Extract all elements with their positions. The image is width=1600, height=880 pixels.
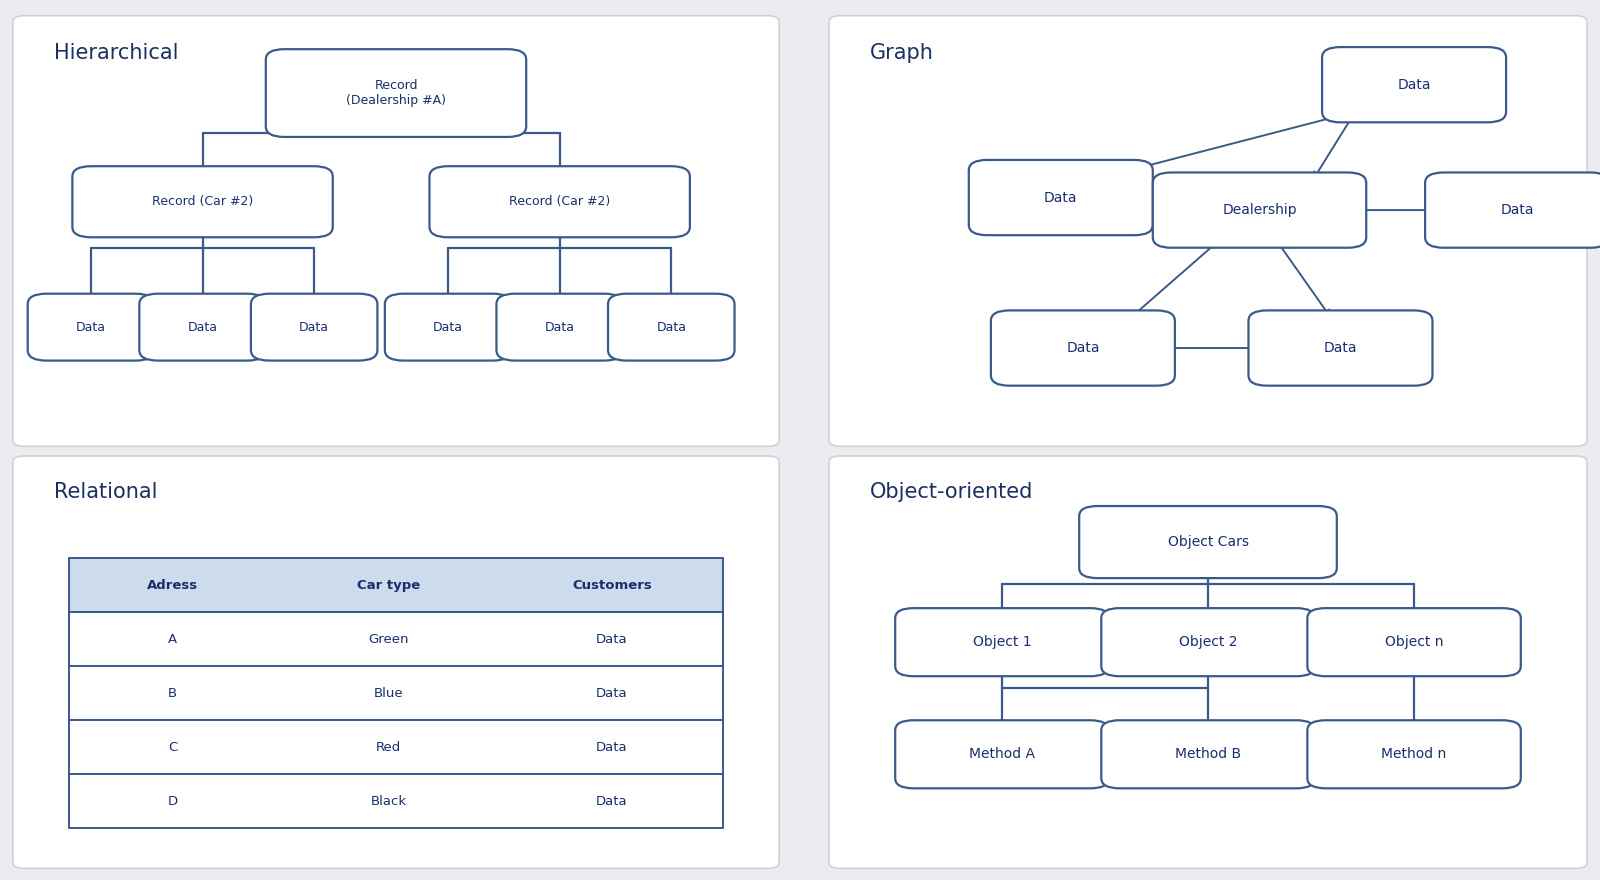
FancyBboxPatch shape bbox=[13, 16, 779, 446]
FancyBboxPatch shape bbox=[1248, 311, 1432, 385]
Text: Data: Data bbox=[1397, 77, 1430, 92]
Text: Hierarchical: Hierarchical bbox=[54, 43, 178, 62]
Text: Data: Data bbox=[434, 320, 462, 334]
FancyBboxPatch shape bbox=[1307, 608, 1522, 676]
Text: Customers: Customers bbox=[571, 579, 651, 591]
FancyBboxPatch shape bbox=[72, 166, 333, 238]
FancyBboxPatch shape bbox=[69, 612, 723, 666]
Text: Data: Data bbox=[595, 741, 627, 754]
FancyBboxPatch shape bbox=[1101, 720, 1315, 788]
FancyBboxPatch shape bbox=[608, 294, 734, 361]
FancyBboxPatch shape bbox=[13, 456, 779, 869]
Text: Data: Data bbox=[595, 633, 627, 646]
Text: Data: Data bbox=[75, 320, 106, 334]
Text: Dealership: Dealership bbox=[1222, 203, 1298, 217]
Text: Object Cars: Object Cars bbox=[1168, 535, 1248, 549]
Text: Object-oriented: Object-oriented bbox=[869, 482, 1034, 502]
Text: D: D bbox=[168, 795, 178, 808]
FancyBboxPatch shape bbox=[1078, 506, 1338, 578]
Text: Object n: Object n bbox=[1386, 635, 1443, 649]
Text: Data: Data bbox=[299, 320, 330, 334]
Text: Data: Data bbox=[1501, 203, 1534, 217]
FancyBboxPatch shape bbox=[896, 720, 1109, 788]
Text: C: C bbox=[168, 741, 178, 754]
FancyBboxPatch shape bbox=[896, 608, 1109, 676]
Text: Graph: Graph bbox=[869, 43, 933, 62]
Text: Object 2: Object 2 bbox=[1179, 635, 1237, 649]
FancyBboxPatch shape bbox=[1101, 608, 1315, 676]
FancyBboxPatch shape bbox=[266, 49, 526, 137]
FancyBboxPatch shape bbox=[829, 16, 1587, 446]
FancyBboxPatch shape bbox=[251, 294, 378, 361]
Text: Data: Data bbox=[595, 795, 627, 808]
Text: Record (Car #2): Record (Car #2) bbox=[509, 195, 610, 209]
FancyBboxPatch shape bbox=[69, 774, 723, 828]
Text: Method A: Method A bbox=[970, 747, 1035, 761]
FancyBboxPatch shape bbox=[970, 160, 1154, 235]
Text: Data: Data bbox=[1045, 191, 1077, 204]
FancyBboxPatch shape bbox=[829, 456, 1587, 869]
Text: Method n: Method n bbox=[1381, 747, 1446, 761]
Text: Black: Black bbox=[371, 795, 406, 808]
Text: Record
(Dealership #A): Record (Dealership #A) bbox=[346, 79, 446, 107]
Text: Relational: Relational bbox=[54, 482, 157, 502]
FancyBboxPatch shape bbox=[1154, 172, 1366, 248]
FancyBboxPatch shape bbox=[1307, 720, 1522, 788]
FancyBboxPatch shape bbox=[990, 311, 1174, 385]
Text: Record (Car #2): Record (Car #2) bbox=[152, 195, 253, 209]
Text: B: B bbox=[168, 686, 178, 700]
FancyBboxPatch shape bbox=[1426, 172, 1600, 248]
Text: Blue: Blue bbox=[374, 686, 403, 700]
Text: Data: Data bbox=[1323, 341, 1357, 355]
Text: Data: Data bbox=[187, 320, 218, 334]
FancyBboxPatch shape bbox=[386, 294, 512, 361]
Text: Data: Data bbox=[544, 320, 574, 334]
Text: Data: Data bbox=[595, 686, 627, 700]
Text: Red: Red bbox=[376, 741, 402, 754]
Text: Green: Green bbox=[368, 633, 410, 646]
FancyBboxPatch shape bbox=[429, 166, 690, 238]
FancyBboxPatch shape bbox=[496, 294, 622, 361]
FancyBboxPatch shape bbox=[69, 720, 723, 774]
Text: A: A bbox=[168, 633, 178, 646]
FancyBboxPatch shape bbox=[69, 558, 723, 612]
FancyBboxPatch shape bbox=[69, 666, 723, 720]
Text: Car type: Car type bbox=[357, 579, 421, 591]
Text: Method B: Method B bbox=[1174, 747, 1242, 761]
Text: Adress: Adress bbox=[147, 579, 198, 591]
Text: Data: Data bbox=[1066, 341, 1099, 355]
Text: Data: Data bbox=[656, 320, 686, 334]
Text: Object 1: Object 1 bbox=[973, 635, 1032, 649]
FancyBboxPatch shape bbox=[1322, 47, 1506, 122]
FancyBboxPatch shape bbox=[139, 294, 266, 361]
FancyBboxPatch shape bbox=[27, 294, 154, 361]
